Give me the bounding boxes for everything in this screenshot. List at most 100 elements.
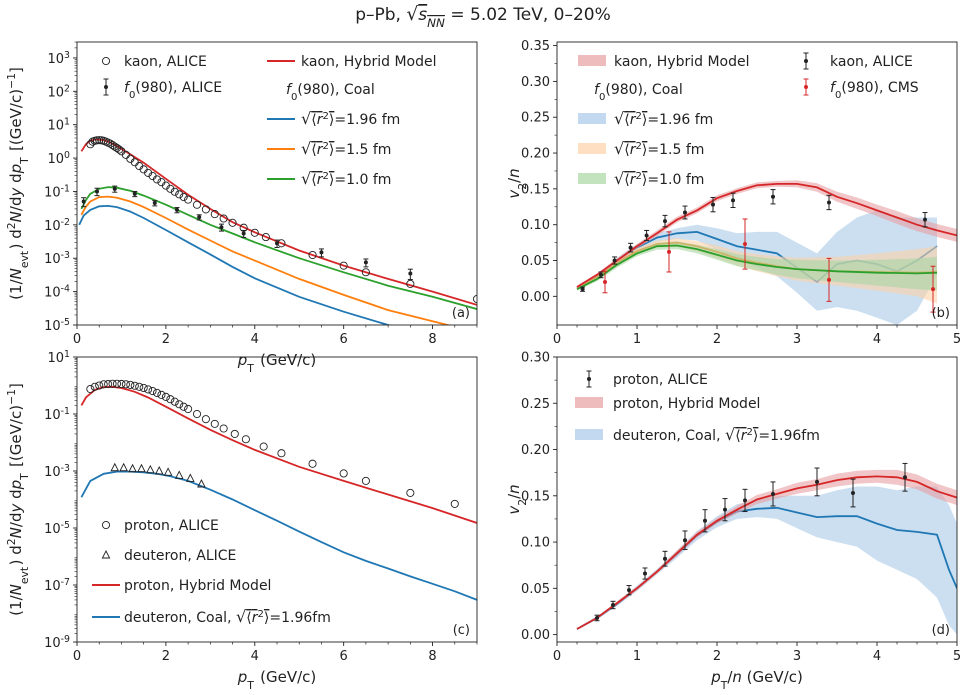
panel-b: 0 1 2 3 4 5 0.00 0.05 0.10 0.15 0.20 0.25 0.30 0.35 v2… [505,39,961,347]
series-proton-alice-point [166,395,175,404]
series-proton-alice-point [851,491,855,496]
legend-entry-kaon_hybrid: kaon, Hybrid Model [301,54,437,70]
x-tick-label: 2 [162,649,170,664]
series-f0-980-cms-point [603,280,607,285]
y-tick-label: 103 [48,49,71,67]
series-kaon-alice-point [711,202,715,207]
series-kaon-alice-point [219,214,228,223]
plot-area [78,136,477,325]
series-f0-980-alice-point [219,225,224,230]
series-f0-980-cms-point [827,277,831,282]
series-deuteron-alice-point [163,467,173,476]
y-tick-label: 0.15 [521,489,550,504]
y-tick-label: 10-1 [44,406,70,424]
legend-marker-band [578,173,606,184]
series-proton-alice-point [339,469,348,478]
series-proton-alice-point [406,488,415,497]
x-tick-label: 6 [340,332,348,347]
series-deuteron-alice-point [145,464,155,474]
series-deuteron-alice-point [119,462,129,472]
series-kaon-alice-point [184,195,193,204]
legend-marker-point [104,85,108,89]
legend-marker-band [575,429,603,440]
y-tick-label: 0.05 [521,582,550,597]
y-tick-label: 101 [48,349,71,367]
series-f0-980-cms-point [667,249,671,254]
series-proton-alice-point [743,498,747,503]
series-proton-alice-point [126,380,135,389]
series-proton-alice-point [112,379,122,388]
legend: proton, ALICE deuteron, ALICE proton, Hybr… [92,518,331,626]
legend-entry-coal10: √⟨r2⟩=1.0 fm [614,169,704,188]
panel-tag: (a) [452,306,470,321]
y-axis-label: (1/Nevt ) d2N/dy dpT [(GeV/c)−1] [5,383,31,616]
legend-entry-kaon_alice: kaon, ALICE [124,54,207,70]
series-proton-alice-point [210,419,219,428]
series--r-1-0-fm-line [576,244,938,291]
series-kaon-alice-point [612,258,617,263]
series-proton-alice-point [175,400,184,409]
series-kaon-alice-point [166,184,175,193]
y-tick-label: 10-1 [44,183,70,201]
series-proton-alice-point [184,404,193,414]
y-tick-label: 0.10 [521,218,550,233]
x-tick-label: 2 [713,332,721,347]
legend-entry-f0_cms: f0(980), CMS [830,80,919,101]
series-deuteron-coal-r-1-96fm-band [577,486,957,635]
series--r-1-0-fm-band [577,241,937,291]
legend-entry-f0_alice: f0(980), ALICE [124,80,222,101]
x-axis-label: pT/n (GeV/c) [710,668,803,692]
legend: kaon, Hybrid Model f0(980), Coal √⟨r2⟩=1.9… [578,52,919,188]
series-deuteron-alice-point [197,479,206,488]
legend-marker-point [804,85,808,89]
series-kaon-hybrid-model-band [577,180,957,289]
legend-entry-coal_header: f0(980), Coal [286,82,375,103]
series-proton-hybrid-model-band [577,469,957,630]
series-kaon-alice-point [923,217,927,222]
y-tick-label: 0.25 [521,111,550,126]
panel-tag: (c) [453,623,470,638]
legend-entry-proton_hybrid: proton, Hybrid Model [124,578,271,594]
series-kaon-alice-point [361,268,370,277]
x-tick-label: 4 [873,649,881,664]
series-kaon-alice-point [106,139,115,148]
series-kaon-alice-point [339,261,348,270]
legend-entry-coal_header: f0(980), Coal [594,82,683,103]
series-kaon-hybrid-model [80,138,477,306]
series-proton-alice-point [241,435,250,444]
y-tick-label: 0.30 [521,75,550,90]
figure-title: p–Pb, √sNN = 5.02 TeV, 0–20% [355,4,611,30]
legend-marker-circle [101,56,111,66]
y-tick-label: 10-5 [44,520,70,538]
series-kaon-alice-point [210,210,219,219]
legend: proton, ALICE proton, Hybrid Model deutero… [575,370,820,444]
series-proton-alice-point [308,459,317,468]
legend-entry-coal196: √⟨r2⟩=1.96 fm [614,109,713,128]
series-kaon-hybrid-model-line [576,183,957,288]
x-tick-label: 1 [633,332,641,347]
legend-marker-band [578,143,606,154]
series-deuteron-alice-point [174,470,184,479]
series-kaon-alice-point [644,233,649,238]
series-proton-alice-point [152,388,162,397]
series-proton-alice-point [230,429,239,438]
series-deuteron-alice-point [185,473,195,482]
series-proton-alice-point [595,615,599,620]
y-tick-label: 0.30 [521,351,550,366]
series-proton-alice-point [771,491,775,496]
legend-entry-coal196: √⟨r2⟩=1.96 fm [301,109,400,128]
series-proton-alice-point [161,392,170,401]
series-proton-alice-point [135,382,144,391]
legend-marker-band [578,113,606,124]
series-kaon-alice-point [115,145,124,154]
y-tick-label: 10-5 [44,317,70,335]
series-proton-alice-point [259,442,268,451]
series-f0-980-alice-point [81,199,86,204]
series-proton-alice-point [108,379,117,388]
series-proton-alice-point [611,602,615,607]
legend-marker-band [578,55,606,66]
series-kaon-alice-point [228,218,237,227]
series-f0-980-alice-point [112,186,117,191]
series-f0-980-alice-point [95,189,99,194]
series-proton-alice-point [157,390,166,399]
